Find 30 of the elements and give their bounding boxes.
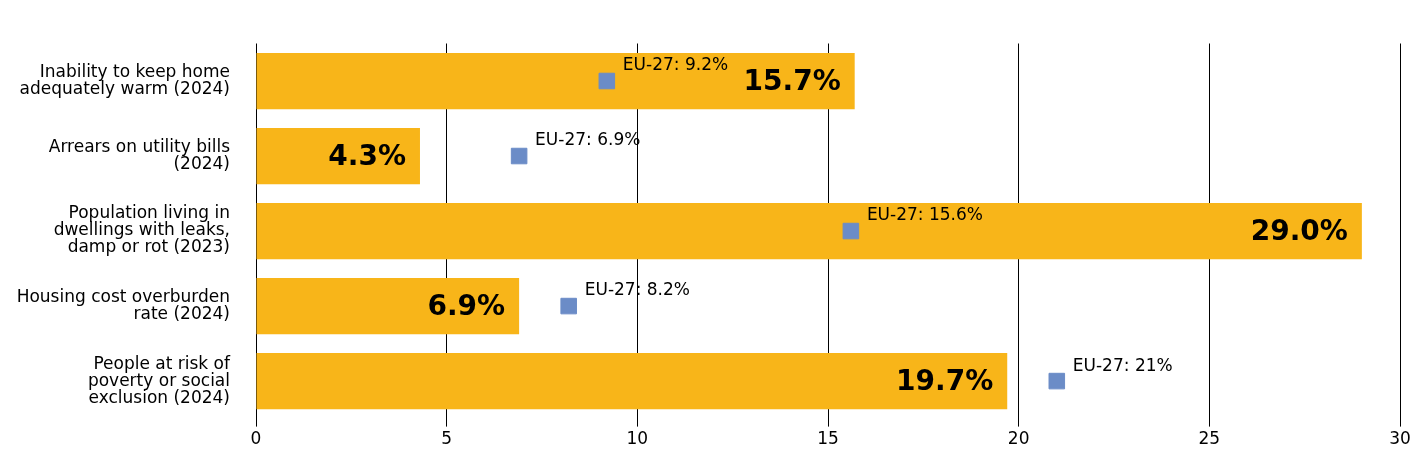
data-label: 15.7%	[743, 64, 841, 98]
data-label: 4.3%	[328, 139, 406, 173]
bar	[256, 202, 1362, 260]
y-tick-label: People at risk of poverty or social exclusion (2024)	[87, 352, 232, 407]
data-label: EU-27: 21%	[1072, 354, 1173, 375]
x-tick-label: 30	[1389, 428, 1411, 449]
point	[598, 72, 616, 90]
x-tick-label: 15	[817, 428, 839, 449]
bar	[256, 352, 1008, 410]
bar	[256, 277, 520, 335]
x-tick-label: 25	[1198, 428, 1221, 449]
x-tick-label: 0	[250, 428, 262, 449]
point	[510, 147, 528, 165]
y-tick-label: Inability to keep home adequately warm (2024)	[19, 60, 230, 98]
y-tick-label: Arrears on utility bills (2024)	[48, 135, 231, 173]
x-tick-label: 10	[626, 428, 649, 449]
y-tick-label: Population living in dwellings with leaks, damp or rot (2023)	[53, 202, 230, 257]
point	[842, 222, 860, 240]
data-label: EU-27: 15.6%	[866, 204, 983, 225]
x-tick-label: 5	[441, 428, 453, 449]
point	[1048, 372, 1066, 390]
x-tick-label: 20	[1007, 428, 1030, 449]
data-label: EU-27: 9.2%	[622, 54, 729, 75]
bar	[256, 127, 420, 185]
data-label: 6.9%	[427, 289, 506, 323]
data-label: 19.7%	[896, 364, 994, 398]
data-label: 29.0%	[1250, 214, 1348, 248]
y-tick-label: Housing cost overburden rate (2024)	[16, 285, 230, 323]
point	[560, 297, 577, 315]
bar	[256, 52, 855, 110]
